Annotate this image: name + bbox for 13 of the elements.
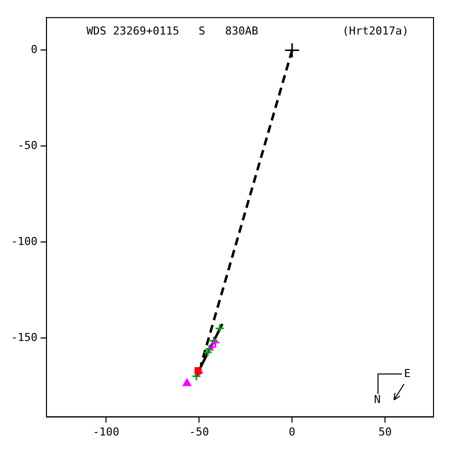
- text: S 830AB: [198, 24, 259, 38]
- annotation: E: [404, 367, 411, 380]
- annotation: N: [374, 393, 381, 406]
- y-tick-label: -50: [18, 139, 38, 152]
- x-tick-label: 0: [288, 425, 296, 438]
- x-tick-label: -100: [92, 425, 120, 438]
- x-tick-label: -50: [189, 425, 209, 438]
- y-tick-label: -100: [10, 235, 38, 248]
- text: WDS 23269+0115: [86, 24, 180, 38]
- y-tick-label: 0: [30, 43, 38, 56]
- annotation: (Hrt2017a): [342, 24, 409, 38]
- x-tick-label: 50: [378, 425, 392, 438]
- y-tick-label: -150: [10, 330, 38, 344]
